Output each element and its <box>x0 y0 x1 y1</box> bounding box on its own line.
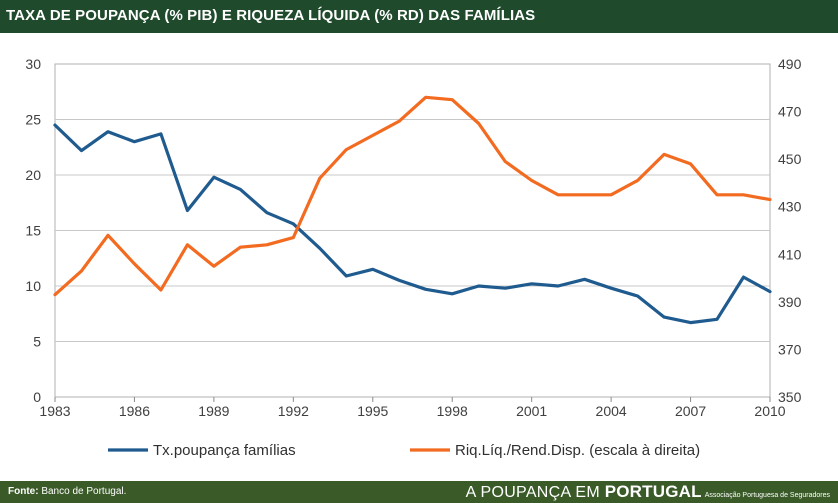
y-left-tick-label: 10 <box>25 278 41 294</box>
y-left-tick-label: 5 <box>33 334 41 350</box>
chart-area: 0 5 10 15 20 25 30 350 370 390 410 430 450 470 490 1983… <box>0 33 838 477</box>
legend-label: Tx.poupança famílias <box>153 442 296 459</box>
title-bar: TAXA DE POUPANÇA (% PIB) E RIQUEZA LÍQUI… <box>0 0 838 33</box>
series-layer <box>53 95 772 325</box>
y-right-tick-label: 450 <box>778 151 802 167</box>
series-line-1 <box>53 123 772 325</box>
x-tick-label: 1992 <box>278 403 309 419</box>
y-left-tick-label: 15 <box>25 223 41 239</box>
y-left-tick-label: 20 <box>25 167 41 183</box>
y-left-tick-label: 30 <box>25 56 41 72</box>
y-right-tick-label: 470 <box>778 104 802 120</box>
x-tick-label: 2004 <box>596 403 627 419</box>
source-label: Fonte: <box>8 486 39 497</box>
axes: 0 5 10 15 20 25 30 350 370 390 410 430 450 470 490 1983… <box>25 56 801 419</box>
x-tick-label: 1998 <box>437 403 468 419</box>
x-tick-label: 2001 <box>516 403 547 419</box>
y-left-tick-label: 25 <box>25 112 41 128</box>
y-right-tick-label: 350 <box>778 389 802 405</box>
footer-bar: Fonte: Banco de Portugal. A POUPANÇA EM … <box>0 481 838 503</box>
x-tick-label: 1989 <box>198 403 229 419</box>
brand-part2: PORTUGAL <box>604 482 702 501</box>
y-right-tick-label: 430 <box>778 199 802 215</box>
y-right-tick-label: 390 <box>778 294 802 310</box>
brand-logo: A POUPANÇA EM PORTUGAL Associação Portugu… <box>466 482 830 502</box>
source-note: Fonte: Banco de Portugal. <box>8 486 126 497</box>
x-tick-label: 1983 <box>39 403 70 419</box>
brand-association: Associação Portuguesa de Seguradores <box>704 492 830 499</box>
y-right-tick-label: 370 <box>778 341 802 357</box>
legend: Tx.poupança famílias Riq.Líq./Rend.Disp. … <box>108 442 700 459</box>
x-tick-label: 1995 <box>357 403 388 419</box>
source-text: Banco de Portugal. <box>41 486 127 497</box>
x-tick-label: 2007 <box>675 403 706 419</box>
y-right-tick-label: 490 <box>778 56 802 72</box>
series-line-2 <box>53 95 772 297</box>
legend-label: Riq.Líq./Rend.Disp. (escala à direita) <box>455 442 700 459</box>
brand-part1: A POUPANÇA EM <box>465 484 605 501</box>
x-tick-label: 2010 <box>754 403 785 419</box>
x-tick-label: 1986 <box>119 403 150 419</box>
page-title: TAXA DE POUPANÇA (% PIB) E RIQUEZA LÍQUI… <box>6 7 536 24</box>
y-right-tick-label: 410 <box>778 246 802 262</box>
line-chart: 0 5 10 15 20 25 30 350 370 390 410 430 450 470 490 1983… <box>25 56 801 459</box>
y-left-tick-label: 0 <box>33 389 41 405</box>
